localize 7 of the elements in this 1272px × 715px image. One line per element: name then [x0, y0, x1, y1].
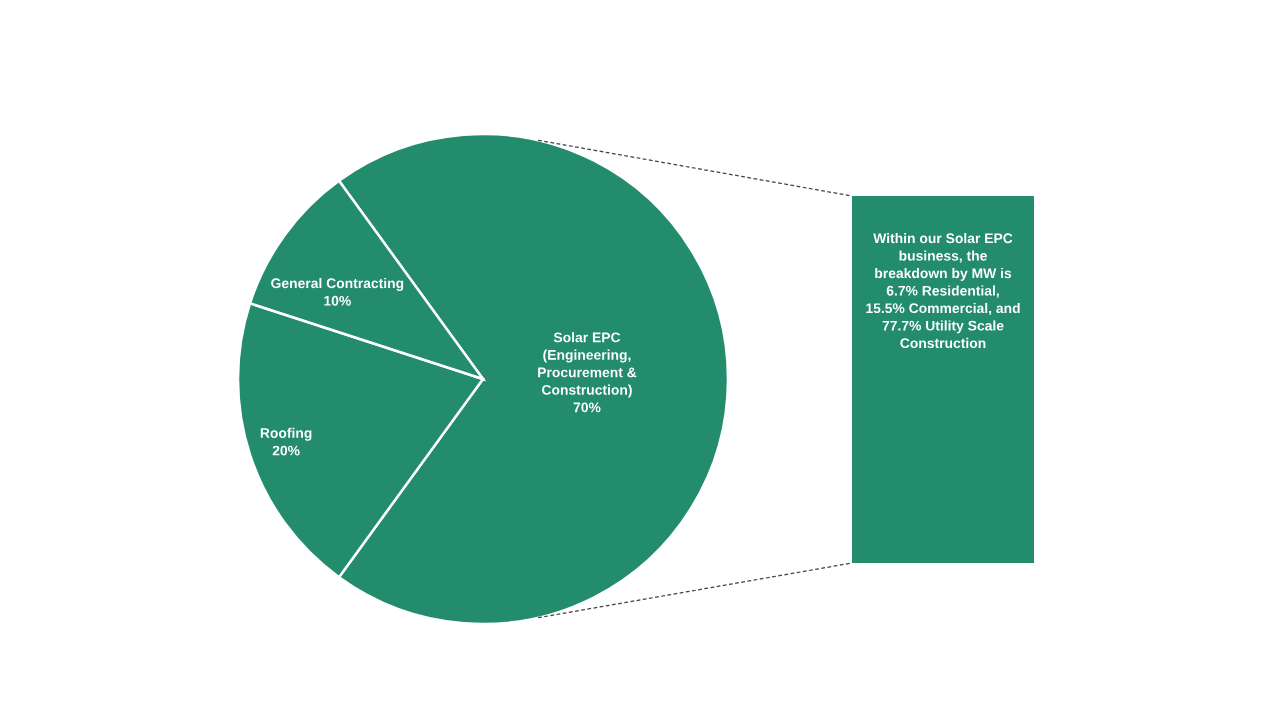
data-label: 10%	[324, 295, 351, 306]
text: Within our Solar EPC business, the breakdown by MW is 6.7% Residential, 15.5% Commercial, and 77.7% Utility Scale Construction	[866, 233, 1020, 349]
slice-label: General Contracting	[271, 277, 404, 291]
slice-label: Solar EPC (Engineering, Procurement & Construction)	[538, 332, 637, 398]
slice-label: Roofing	[260, 427, 312, 441]
data-label: 20%	[272, 445, 300, 456]
data-label: 70%	[573, 402, 601, 413]
